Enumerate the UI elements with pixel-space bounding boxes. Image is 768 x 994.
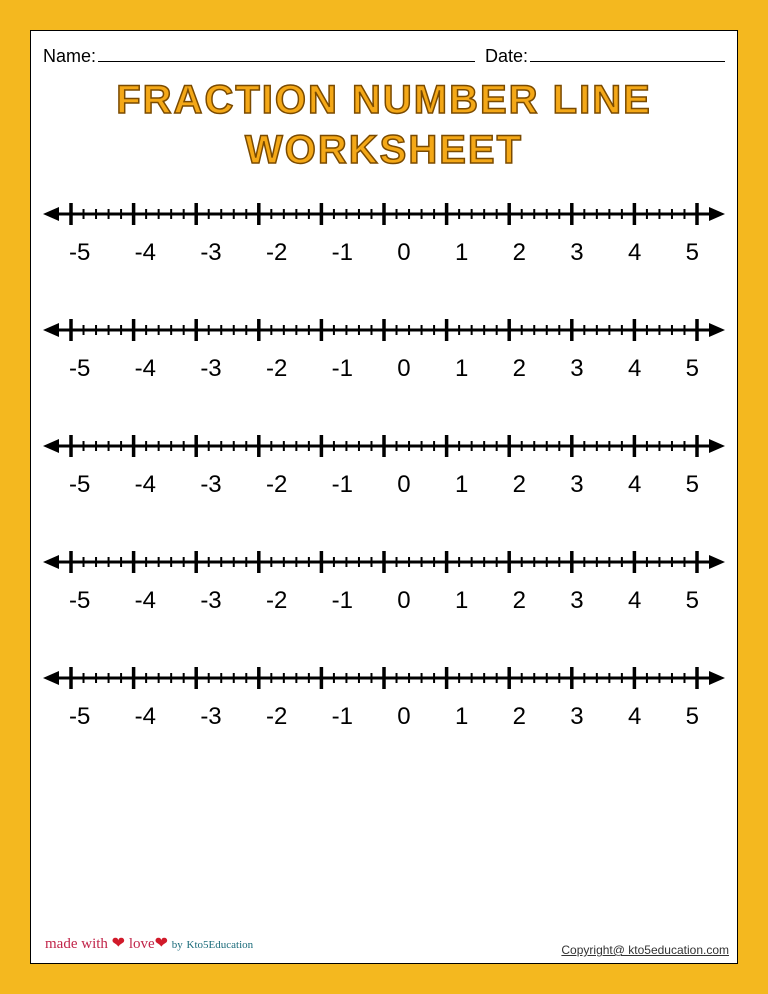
tick-label: 2	[513, 471, 526, 499]
tick-label: -4	[135, 471, 156, 499]
date-field: Date:	[485, 46, 725, 67]
tick-label: 2	[513, 587, 526, 615]
worksheet-title: FRACTION NUMBER LINE WORKSHEET	[43, 75, 725, 175]
tick-label: -2	[266, 355, 287, 383]
tick-label: 4	[628, 239, 641, 267]
numberline: -5 -4 -3 -2 -1 0 1 2 3 4 5	[43, 193, 725, 267]
title-line-1: FRACTION NUMBER LINE	[43, 75, 725, 125]
tick-label: -3	[200, 587, 221, 615]
tick-label: 0	[397, 355, 410, 383]
numberline: -5 -4 -3 -2 -1 0 1 2 3 4 5	[43, 309, 725, 383]
tick-label: 2	[513, 355, 526, 383]
tick-label: -3	[200, 703, 221, 731]
numberlines-container: -5 -4 -3 -2 -1 0 1 2 3 4 5 -5 -4 -3 -2 -1 0 1 2 3 4 5 -5 -4 -3 -2…	[43, 193, 725, 731]
tick-label: -5	[69, 703, 90, 731]
tick-label: -3	[200, 355, 221, 383]
tick-label: -4	[135, 239, 156, 267]
tick-label: 5	[686, 239, 699, 267]
numberline-axis	[43, 193, 725, 235]
tick-label: 5	[686, 355, 699, 383]
copyright-text: Copyright@ kto5education.com	[561, 943, 729, 957]
date-blank[interactable]	[530, 46, 725, 62]
tick-label: 0	[397, 587, 410, 615]
tick-label: -4	[135, 587, 156, 615]
tick-label: -1	[332, 703, 353, 731]
tick-label: 3	[570, 355, 583, 383]
heart-icon: ❤	[112, 935, 125, 952]
tick-label: 4	[628, 471, 641, 499]
numberline: -5 -4 -3 -2 -1 0 1 2 3 4 5	[43, 425, 725, 499]
numberline-axis	[43, 309, 725, 351]
tick-label: 1	[455, 587, 468, 615]
tick-label: 1	[455, 703, 468, 731]
tick-label: -5	[69, 471, 90, 499]
tick-label: 1	[455, 239, 468, 267]
numberline-labels: -5 -4 -3 -2 -1 0 1 2 3 4 5	[43, 239, 725, 267]
tick-label: 1	[455, 355, 468, 383]
brand-text: Kto5Education	[187, 939, 254, 951]
footer-credit: made with ❤ love❤ by Kto5Education	[45, 933, 253, 953]
name-label: Name:	[43, 46, 96, 67]
numberline-axis	[43, 657, 725, 699]
tick-label: 0	[397, 471, 410, 499]
tick-label: 3	[570, 471, 583, 499]
date-label: Date:	[485, 46, 528, 67]
numberline-axis	[43, 425, 725, 467]
tick-label: 4	[628, 587, 641, 615]
numberline-labels: -5 -4 -3 -2 -1 0 1 2 3 4 5	[43, 355, 725, 383]
tick-label: -5	[69, 355, 90, 383]
heart-icon-2: ❤	[155, 935, 168, 952]
tick-label: -1	[332, 355, 353, 383]
tick-label: -2	[266, 471, 287, 499]
numberline: -5 -4 -3 -2 -1 0 1 2 3 4 5	[43, 541, 725, 615]
name-blank[interactable]	[98, 46, 475, 62]
tick-label: -2	[266, 239, 287, 267]
tick-label: -1	[332, 471, 353, 499]
tick-label: 1	[455, 471, 468, 499]
tick-label: 3	[570, 587, 583, 615]
tick-label: 4	[628, 703, 641, 731]
tick-label: 3	[570, 703, 583, 731]
numberline-labels: -5 -4 -3 -2 -1 0 1 2 3 4 5	[43, 703, 725, 731]
numberline-labels: -5 -4 -3 -2 -1 0 1 2 3 4 5	[43, 471, 725, 499]
numberline-axis	[43, 541, 725, 583]
tick-label: 3	[570, 239, 583, 267]
tick-label: -1	[332, 239, 353, 267]
numberline: -5 -4 -3 -2 -1 0 1 2 3 4 5	[43, 657, 725, 731]
tick-label: -5	[69, 587, 90, 615]
tick-label: -1	[332, 587, 353, 615]
tick-label: -3	[200, 471, 221, 499]
tick-label: 2	[513, 239, 526, 267]
by-text: by	[172, 939, 183, 951]
tick-label: -2	[266, 703, 287, 731]
worksheet-page: Name: Date: FRACTION NUMBER LINE WORKSHE…	[30, 30, 738, 964]
tick-label: -4	[135, 355, 156, 383]
name-field: Name:	[43, 46, 475, 67]
numberline-labels: -5 -4 -3 -2 -1 0 1 2 3 4 5	[43, 587, 725, 615]
tick-label: 2	[513, 703, 526, 731]
tick-label: -5	[69, 239, 90, 267]
tick-label: -3	[200, 239, 221, 267]
love-text: love	[129, 936, 155, 952]
tick-label: 0	[397, 703, 410, 731]
tick-label: 0	[397, 239, 410, 267]
tick-label: -2	[266, 587, 287, 615]
tick-label: 5	[686, 587, 699, 615]
made-with-text: made with	[45, 936, 108, 952]
header-fields: Name: Date:	[43, 46, 725, 67]
tick-label: 5	[686, 703, 699, 731]
tick-label: 4	[628, 355, 641, 383]
title-line-2: WORKSHEET	[43, 125, 725, 175]
tick-label: -4	[135, 703, 156, 731]
tick-label: 5	[686, 471, 699, 499]
